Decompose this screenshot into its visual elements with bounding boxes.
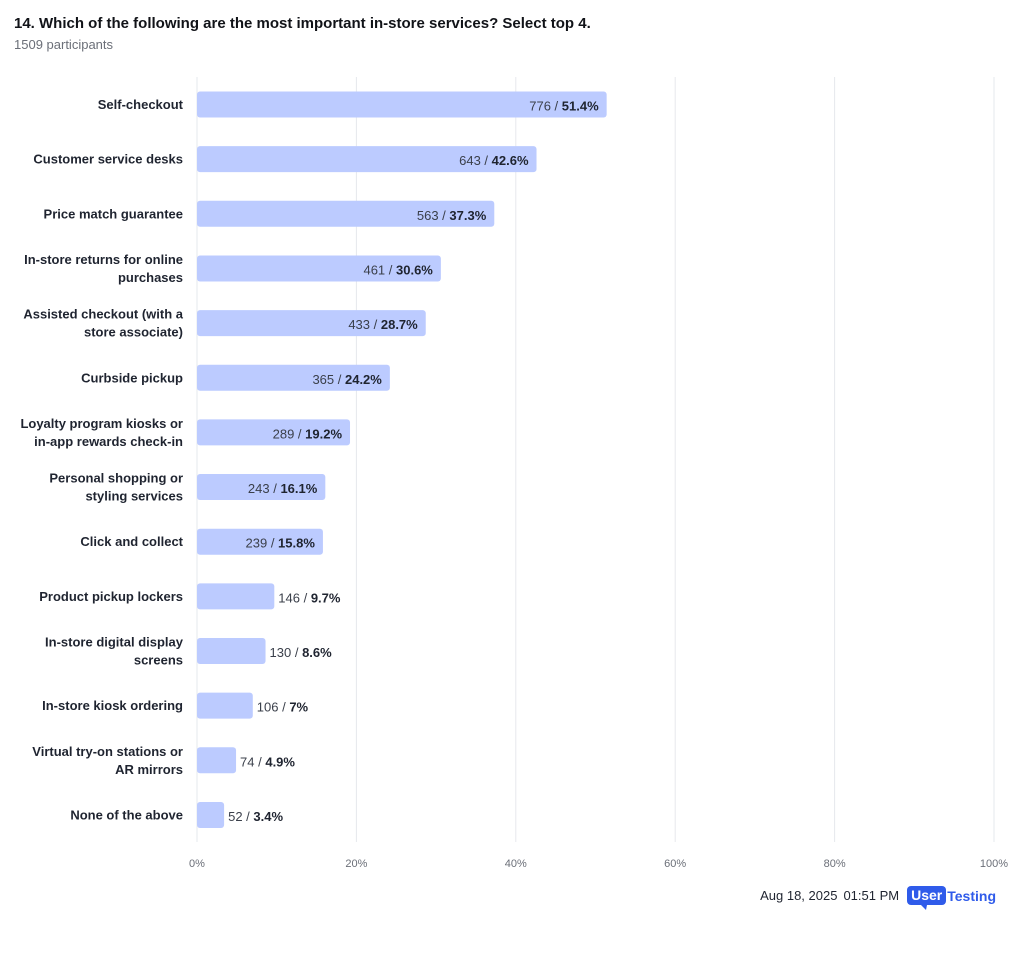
bar <box>197 528 323 555</box>
category-label: Product pickup lockers <box>39 589 183 604</box>
category-label: Price match guarantee <box>44 206 183 221</box>
bar <box>197 747 237 774</box>
bar <box>197 200 495 227</box>
participant-count: 1509 participants <box>14 37 114 52</box>
x-tick-label: 60% <box>664 858 686 870</box>
bar <box>197 419 351 446</box>
data-label: 563 / 37.3% <box>417 208 487 223</box>
x-tick-label: 100% <box>980 858 1008 870</box>
data-label: 146 / 9.7% <box>278 590 341 605</box>
data-label: 461 / 30.6% <box>363 262 433 277</box>
bar <box>197 583 275 610</box>
usertesting-logo: User Testing <box>907 886 996 910</box>
category-label: Virtual try-on stations or AR mirrors <box>32 744 183 777</box>
data-label: 643 / 42.6% <box>459 153 529 168</box>
category-label: In-store returns for online purchases <box>24 252 183 285</box>
export-date: Aug 18, 2025 <box>760 888 838 903</box>
bar <box>197 474 326 501</box>
category-label: Self-checkout <box>98 97 184 112</box>
data-label: 130 / 8.6% <box>270 645 333 660</box>
data-label: 106 / 7% <box>257 700 309 715</box>
category-label: None of the above <box>70 807 183 822</box>
category-label: In-store kiosk ordering <box>42 698 183 713</box>
footer: Aug 18, 2025 01:51 PM User Testing <box>760 886 996 910</box>
category-label: Curbside pickup <box>81 370 183 385</box>
data-label: 365 / 24.2% <box>312 372 382 387</box>
page-title: 14. Which of the following are the most … <box>14 15 591 32</box>
x-tick-label: 0% <box>189 858 205 870</box>
data-label: 243 / 16.1% <box>248 481 318 496</box>
bar <box>197 801 225 828</box>
x-tick-label: 20% <box>345 858 367 870</box>
data-label: 433 / 28.7% <box>348 317 418 332</box>
category-label: Click and collect <box>80 534 183 549</box>
category-label: Personal shopping or styling services <box>49 471 183 504</box>
data-label: 289 / 19.2% <box>273 426 343 441</box>
bar-chart: 0% 20% 40% 60% 80% 100% Self-checkout 776 / 51.… <box>20 77 1008 870</box>
data-label: 52 / 3.4% <box>228 809 283 824</box>
export-time: 01:51 PM <box>843 888 900 903</box>
x-tick-label: 40% <box>505 858 527 870</box>
data-label: 776 / 51.4% <box>529 99 599 114</box>
category-label: In-store digital display screens <box>45 635 184 668</box>
bar <box>197 255 441 282</box>
bar <box>197 146 537 173</box>
category-label: Loyalty program kiosks or in-app rewards … <box>20 416 183 449</box>
bar <box>197 91 607 118</box>
brand-logo-testing: Testing <box>947 887 996 904</box>
bar <box>197 692 253 719</box>
bar <box>197 364 390 391</box>
x-tick-label: 80% <box>824 858 846 870</box>
category-label: Customer service desks <box>33 152 183 167</box>
data-label: 74 / 4.9% <box>240 754 295 769</box>
data-label: 239 / 15.8% <box>246 536 316 551</box>
category-label: Assisted checkout (with a store associate… <box>23 307 183 340</box>
bar <box>197 310 426 337</box>
bar <box>197 638 266 664</box>
brand-logo-user: User <box>907 886 947 910</box>
